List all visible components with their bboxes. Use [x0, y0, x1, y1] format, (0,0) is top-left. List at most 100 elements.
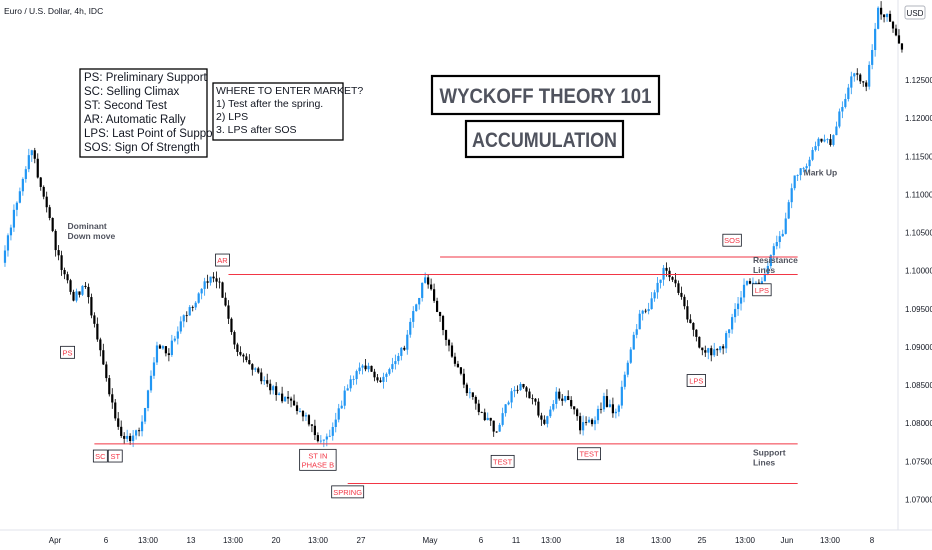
annotation-text: Dominant [68, 221, 107, 231]
legend-line: SC: Selling Climax [84, 86, 179, 98]
legend-line: LPS: Last Point of Support [84, 128, 220, 140]
candle-down [880, 7, 883, 15]
candle-down [677, 283, 680, 293]
currency-box[interactable] [904, 5, 926, 20]
candle-up [6, 235, 10, 251]
wyckoff-label: LPS [689, 377, 703, 386]
candle-down [78, 291, 81, 295]
candle-down [227, 305, 230, 319]
candle-down [492, 420, 495, 432]
candle-up [382, 376, 385, 382]
candle-down [248, 360, 251, 365]
candle-up [519, 384, 522, 391]
candle-up [817, 138, 820, 147]
candle-up [587, 419, 591, 423]
candle-down [242, 354, 245, 357]
candle-down [611, 404, 614, 414]
symbol-title[interactable]: Euro / U.S. Dollar, 4h, IDC [4, 6, 103, 16]
candle-up [790, 188, 793, 203]
candle-up [170, 340, 173, 356]
candle-up [602, 396, 606, 410]
wyckoff-label-box [722, 233, 742, 247]
candle-down [865, 82, 868, 87]
candle-down [695, 329, 698, 337]
candle-down [307, 415, 311, 425]
candle-up [424, 277, 427, 283]
candle-down [60, 255, 63, 270]
candle-up [596, 408, 600, 421]
time-tick-label: 13:00 [138, 536, 159, 545]
candle-up [337, 408, 340, 420]
candle-up [406, 334, 409, 350]
candle-up [745, 281, 749, 285]
candle-up [421, 282, 424, 298]
candle-up [391, 364, 394, 370]
candle-down [233, 332, 236, 345]
candle-up [662, 267, 665, 280]
candle-down [668, 270, 671, 278]
candle-down [218, 281, 221, 283]
candle-up [278, 393, 281, 395]
price-axis: 1.12500 1.12000 1.11500 1.11000 1.10500 1.100… [897, 0, 932, 530]
wyckoff-label-box [107, 449, 123, 463]
candle-down [72, 291, 75, 301]
candle-down [686, 306, 689, 320]
candle-up [608, 404, 612, 407]
candle-up [209, 276, 212, 283]
candle-up [808, 159, 811, 167]
candle-down [185, 315, 188, 317]
candle-down [48, 207, 51, 218]
candle-up [3, 250, 7, 263]
wyckoff-label-box [577, 447, 601, 461]
price-tick-label: 1.09500 [905, 305, 932, 314]
candle-up [844, 99, 847, 107]
candle-down [266, 380, 269, 384]
candle-up [149, 375, 153, 391]
candle-up [385, 373, 388, 377]
candle-up [197, 293, 200, 303]
candle-down [471, 392, 474, 397]
wyckoff-label: TEST [493, 457, 513, 466]
time-tick-label: 11 [512, 536, 521, 545]
candle-down [102, 350, 105, 365]
wyckoff-label-box [752, 283, 772, 297]
candle-down [301, 410, 305, 417]
candle-up [325, 436, 328, 440]
time-tick-label: 13:00 [308, 536, 329, 545]
candle-up [763, 273, 766, 282]
annotation-text: Support [753, 447, 786, 457]
candle-up [501, 413, 504, 425]
candle-up [135, 430, 138, 436]
candle-down [403, 347, 406, 350]
time-tick-label: May [422, 536, 437, 545]
wyckoff-label-box [490, 454, 515, 468]
candle-down [108, 378, 111, 395]
price-tick-label: 1.11000 [905, 190, 932, 199]
candle-up [409, 321, 412, 335]
candle-up [188, 307, 191, 316]
time-tick-label: 6 [104, 536, 109, 545]
candle-down [897, 35, 901, 44]
wyckoff-label: SOS [724, 236, 740, 245]
candle-down [483, 412, 486, 421]
candle-up [140, 421, 144, 432]
candle-up [552, 403, 555, 410]
candle-up [486, 417, 489, 421]
candle-down [525, 387, 528, 392]
entry-line: 1) Test after the spring. [216, 98, 323, 110]
candle-down [444, 330, 448, 340]
candle-up [796, 175, 799, 176]
annotation-text: Down move [68, 231, 116, 241]
candle-down [111, 394, 114, 403]
legend-box [79, 68, 208, 158]
candle-up [21, 178, 24, 192]
candle-down [590, 419, 594, 425]
candle-down [665, 267, 668, 271]
entry-line: WHERE TO ENTER MARKET? [216, 85, 363, 97]
candle-up [614, 411, 617, 414]
entry-line: 3. LPS after SOS [216, 124, 297, 136]
candle-up [742, 284, 746, 298]
candle-down [224, 297, 227, 306]
candle-down [63, 269, 66, 275]
